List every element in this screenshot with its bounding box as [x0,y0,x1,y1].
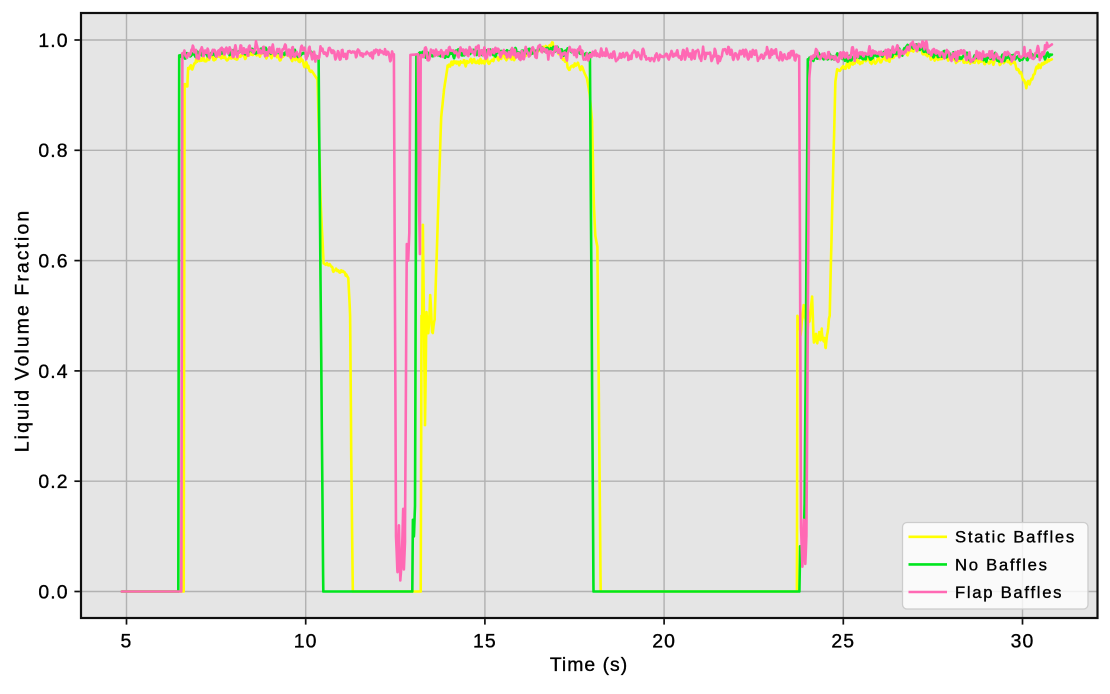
svg-text:20: 20 [652,631,676,653]
svg-text:0.0: 0.0 [38,581,68,603]
svg-text:30: 30 [1011,631,1035,653]
svg-text:1.0: 1.0 [38,30,68,52]
svg-text:Flap Baffles: Flap Baffles [955,583,1063,602]
svg-text:Liquid Volume Fraction: Liquid Volume Fraction [12,209,34,452]
svg-text:0.2: 0.2 [38,471,68,493]
svg-text:25: 25 [831,631,855,653]
svg-text:0.4: 0.4 [38,361,68,383]
svg-text:5: 5 [121,631,133,653]
svg-text:No Baffles: No Baffles [955,555,1049,574]
svg-text:10: 10 [294,631,318,653]
svg-text:Static Baffles: Static Baffles [955,528,1076,547]
svg-text:15: 15 [473,631,497,653]
svg-text:0.8: 0.8 [38,140,68,162]
svg-text:0.6: 0.6 [38,251,68,273]
svg-text:Time (s): Time (s) [550,654,628,676]
